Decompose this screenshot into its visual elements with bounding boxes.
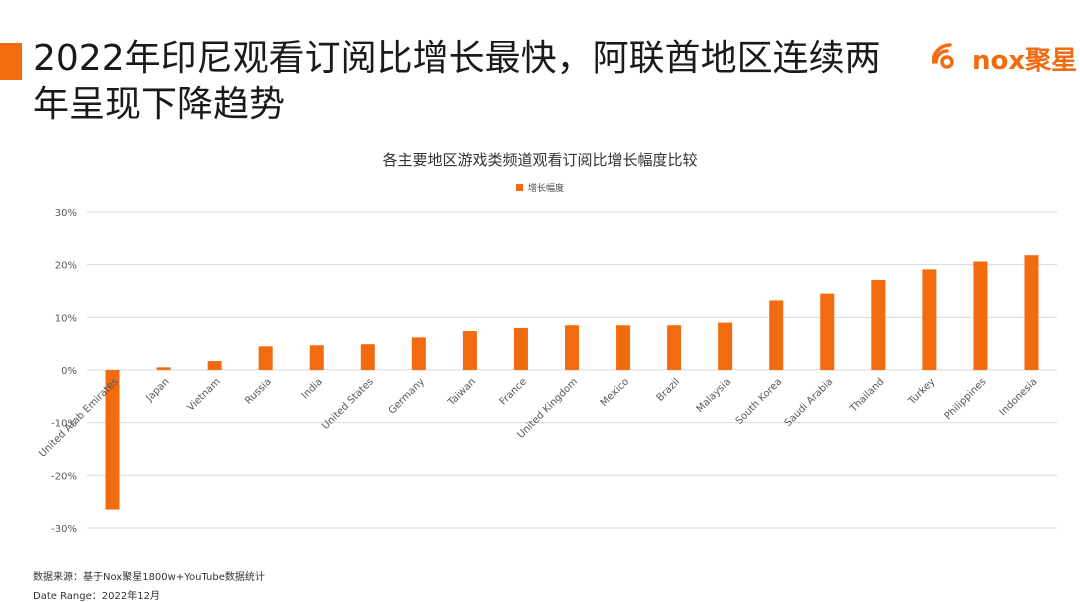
y-tick-label: -30% — [51, 524, 77, 535]
y-tick-label: 10% — [55, 313, 77, 324]
bar — [105, 370, 120, 510]
x-category-label: Brazil — [655, 376, 683, 404]
x-category-label: Indonesia — [998, 376, 1040, 418]
bar — [922, 269, 937, 370]
bar — [513, 327, 528, 370]
x-category-label: Taiwan — [445, 376, 478, 409]
bar — [973, 261, 988, 370]
bar — [258, 346, 273, 370]
bar — [462, 331, 477, 370]
signal-icon — [932, 43, 954, 69]
x-category-label: Japan — [143, 376, 171, 404]
x-category-label: France — [498, 376, 529, 407]
y-tick-label: 0% — [61, 366, 77, 377]
date-range-note: Date Range：2022年12月 — [33, 591, 160, 602]
page-title: 2022年印尼观看订阅比增长最快，阿联酋地区连续两年呈现下降趋势 — [33, 38, 881, 125]
bar — [871, 279, 886, 370]
bar — [718, 322, 733, 370]
x-category-label: Malaysia — [695, 376, 734, 415]
x-category-label: Mexico — [599, 376, 631, 408]
bar — [769, 300, 784, 370]
y-tick-label: -10% — [51, 419, 77, 430]
x-category-label: Saudi Arabia — [783, 376, 836, 429]
bar — [616, 325, 631, 370]
chart-title: 各主要地区游戏类频道观看订阅比增长幅度比较 — [382, 151, 698, 169]
logo-text: nox聚星 — [972, 46, 1078, 76]
y-tick-label: -20% — [51, 471, 77, 482]
bar — [411, 337, 426, 370]
bar — [360, 344, 375, 370]
x-category-label: Thailand — [848, 376, 887, 415]
bar — [667, 325, 682, 370]
bar — [309, 345, 324, 370]
x-category-label: Vietnam — [185, 376, 222, 413]
x-category-label: Russia — [243, 376, 274, 407]
title-accent-bar — [0, 43, 22, 80]
bar — [207, 361, 222, 370]
x-category-label: United States — [320, 376, 376, 432]
y-tick-label: 30% — [55, 208, 77, 219]
x-category-label: Philippines — [943, 376, 989, 422]
bar — [565, 325, 579, 370]
x-category-label: South Korea — [734, 376, 785, 427]
bar — [1024, 255, 1039, 370]
x-category-label: Turkey — [906, 376, 938, 408]
bar — [156, 367, 171, 370]
bar — [820, 293, 835, 370]
legend-label: 增长幅度 — [528, 182, 564, 194]
y-tick-label: 20% — [55, 261, 77, 272]
brand-logo: nox聚星 — [932, 36, 1077, 82]
x-category-label: India — [300, 376, 325, 401]
data-source-note: 数据来源：基于Nox聚星1800w+YouTube数据统计 — [33, 572, 265, 583]
legend-swatch — [516, 184, 523, 191]
x-category-label: Germany — [387, 376, 427, 416]
